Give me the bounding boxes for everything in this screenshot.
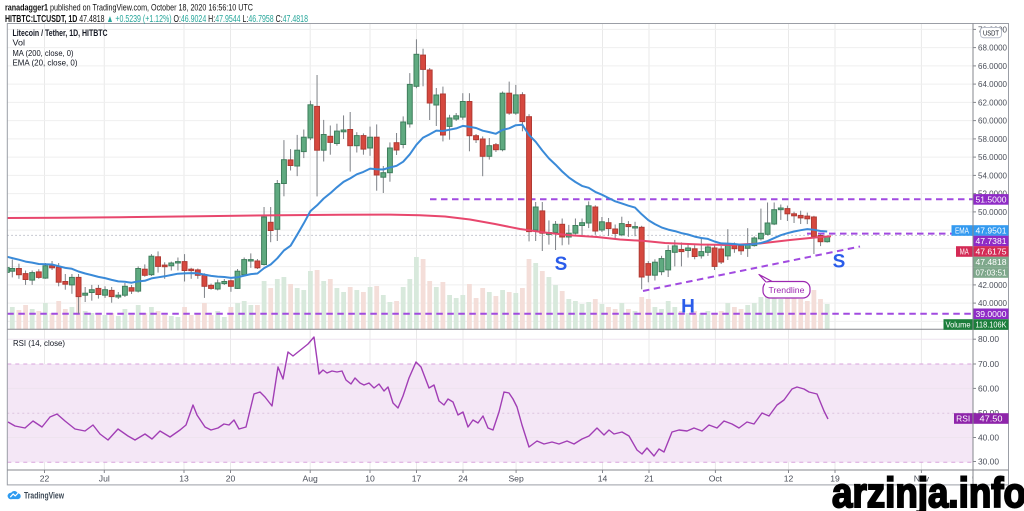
svg-text:22: 22 <box>40 474 50 484</box>
svg-text:EMA: EMA <box>955 227 969 236</box>
svg-text:Nov: Nov <box>914 474 930 484</box>
svg-text:47.9501: 47.9501 <box>976 227 1007 236</box>
svg-text:TradingView: TradingView <box>24 491 64 501</box>
svg-text:42.0000: 42.0000 <box>978 281 1007 290</box>
svg-text:39.0000: 39.0000 <box>976 310 1007 319</box>
svg-text:Oct: Oct <box>709 474 723 484</box>
svg-text:47.6175: 47.6175 <box>976 248 1007 257</box>
svg-text:12: 12 <box>784 474 794 484</box>
svg-text:9: 9 <box>972 474 977 484</box>
svg-text:Jul: Jul <box>99 474 110 484</box>
svg-text:70.00: 70.00 <box>978 360 999 369</box>
svg-text:14: 14 <box>598 474 608 484</box>
svg-text:Vol: Vol <box>13 38 26 48</box>
svg-text:10: 10 <box>365 474 375 484</box>
svg-text:68.0000: 68.0000 <box>978 44 1007 53</box>
svg-text:arzinja.info: arzinja.info <box>832 469 1024 511</box>
svg-text:13: 13 <box>179 474 189 484</box>
svg-text:21: 21 <box>644 474 654 484</box>
svg-text:47.4818: 47.4818 <box>976 258 1007 267</box>
svg-text:24: 24 <box>458 474 468 484</box>
svg-text:RSI: RSI <box>956 415 970 424</box>
svg-text:S: S <box>833 252 846 273</box>
svg-text:60.00: 60.00 <box>978 384 999 393</box>
svg-text:58.0000: 58.0000 <box>978 135 1007 144</box>
svg-text:Volume: Volume <box>946 321 971 330</box>
svg-text:ranadagger1 published on Tradi: ranadagger1 published on TradingView.com… <box>5 3 253 14</box>
svg-text:S: S <box>555 254 568 275</box>
svg-text:40.0000: 40.0000 <box>978 299 1007 308</box>
svg-text:MA: MA <box>960 248 969 257</box>
svg-text:MA (200, close, 0): MA (200, close, 0) <box>13 48 74 58</box>
svg-text:50.0000: 50.0000 <box>978 208 1007 217</box>
svg-text:118.106K: 118.106K <box>976 321 1007 330</box>
svg-text:Litecoin / Tether, 1D, HITBTC: Litecoin / Tether, 1D, HITBTC <box>13 28 108 39</box>
svg-text:HITBTC:LTCUSDT, 1D 47.4818 ▲: HITBTC:LTCUSDT, 1D 47.4818 ▲ +0.5239 (+1… <box>5 14 308 25</box>
svg-text:EMA (20, close, 0): EMA (20, close, 0) <box>13 58 78 68</box>
svg-text:17: 17 <box>412 474 422 484</box>
svg-text:60.0000: 60.0000 <box>978 117 1007 126</box>
svg-text:80.00: 80.00 <box>978 335 999 344</box>
svg-text:RSI (14, close): RSI (14, close) <box>13 338 65 348</box>
svg-text:USDT: USDT <box>983 28 999 37</box>
svg-text:40.00: 40.00 <box>978 434 999 443</box>
svg-text:07:03:51: 07:03:51 <box>976 269 1007 278</box>
svg-text:66.0000: 66.0000 <box>978 62 1007 71</box>
svg-text:64.0000: 64.0000 <box>978 80 1007 89</box>
svg-text:62.0000: 62.0000 <box>978 98 1007 107</box>
svg-text:30.00: 30.00 <box>978 458 999 467</box>
svg-text:19: 19 <box>830 474 840 484</box>
svg-text:20: 20 <box>226 474 236 484</box>
svg-text:47.50: 47.50 <box>980 415 1003 424</box>
svg-text:47.7381: 47.7381 <box>976 237 1007 246</box>
svg-text:Sep: Sep <box>508 474 524 484</box>
svg-text:56.0000: 56.0000 <box>978 153 1007 162</box>
svg-text:Aug: Aug <box>303 474 319 484</box>
svg-text:Trendline: Trendline <box>769 285 805 295</box>
svg-text:54.0000: 54.0000 <box>978 171 1007 180</box>
svg-text:H: H <box>681 297 695 318</box>
svg-text:51.5000: 51.5000 <box>976 195 1007 204</box>
